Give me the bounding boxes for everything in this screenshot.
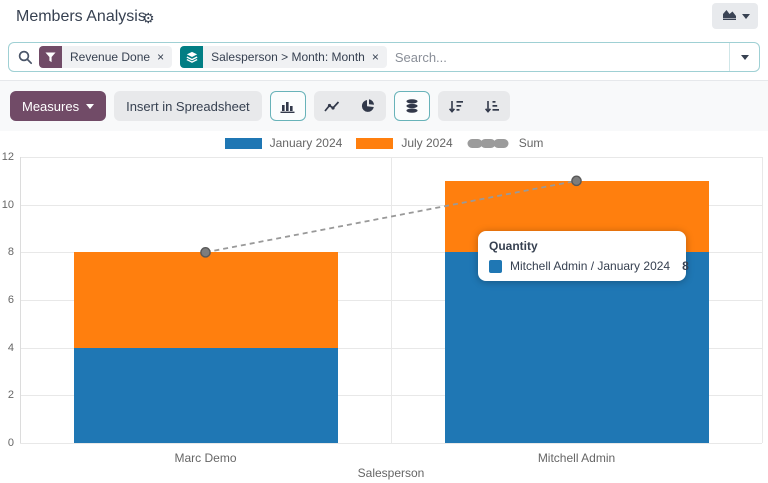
filter-icon (39, 46, 62, 68)
sum-line-layer (200, 175, 582, 258)
chart-legend: January 2024 July 2024 Sum (0, 136, 768, 150)
legend-item[interactable]: July 2024 (356, 136, 453, 150)
facet-filter: Revenue Done × (39, 46, 173, 68)
x-tick-label: Marc Demo (174, 451, 237, 465)
y-tick-label: 0 (7, 437, 14, 449)
page-title: Members Analysis (16, 8, 146, 25)
header: Members Analysis ⚙ (0, 0, 768, 36)
insert-in-spreadsheet-button[interactable]: Insert in Spreadsheet (114, 91, 262, 121)
sort-ascending-button[interactable] (474, 91, 510, 121)
control-panel: Measures Insert in Spreadsheet (0, 80, 768, 131)
search-input[interactable] (394, 49, 729, 65)
stack-icon (404, 98, 420, 114)
facet-filter-remove-icon[interactable]: × (157, 50, 165, 64)
area-chart-icon (721, 6, 738, 26)
sort-button-group (437, 91, 510, 121)
legend-dashed-swatch (467, 138, 511, 148)
tooltip-title: Quantity (489, 239, 538, 253)
legend-label: Sum (518, 136, 544, 150)
facet-groupby: Salesperson > Month: Month × (180, 46, 387, 68)
sort-ascending-icon (484, 99, 500, 114)
bar-chart-icon (279, 99, 297, 114)
tooltip-row: Mitchell Admin / January 2024 8 (489, 259, 689, 273)
line-chart-icon (323, 99, 341, 114)
pie-chart-button[interactable] (350, 91, 386, 121)
legend-item[interactable]: January 2024 (224, 136, 343, 150)
gridline (391, 157, 392, 443)
facet-filter-label: Revenue Done (70, 50, 151, 64)
search-dropdown-toggle[interactable] (729, 43, 759, 71)
sort-descending-icon (448, 99, 464, 114)
stacked-button[interactable] (393, 91, 430, 121)
gear-icon[interactable]: ⚙ (142, 10, 155, 26)
gridline (762, 157, 763, 443)
bar-mitchell-admin-january-2024[interactable] (444, 252, 709, 443)
y-tick-label: 8 (7, 246, 14, 259)
view-switcher-button[interactable] (712, 3, 758, 29)
chevron-down-icon (86, 103, 95, 109)
layers-icon (180, 46, 204, 68)
chart-tooltip: Quantity Mitchell Admin / January 2024 8 (478, 231, 689, 281)
legend-item[interactable]: Sum (467, 136, 544, 150)
sum-point[interactable] (200, 247, 211, 258)
y-tick-label: 10 (1, 198, 14, 211)
y-tick-label: 6 (7, 294, 14, 306)
plot-area (20, 157, 763, 444)
sort-descending-button[interactable] (438, 91, 474, 121)
tooltip-label: Mitchell Admin / January 2024 (510, 259, 671, 273)
tooltip-value: 8 (682, 259, 689, 273)
measures-button[interactable]: Measures (10, 91, 107, 121)
gridline (20, 443, 762, 444)
legend-swatch (224, 137, 262, 149)
search-bar: Revenue Done × Salesperson > Month: Mont… (8, 42, 760, 72)
y-tick-label: 2 (7, 389, 14, 402)
legend-label: July 2024 (401, 136, 453, 150)
chevron-down-icon (740, 54, 749, 60)
y-tick-label: 4 (7, 341, 14, 354)
search-icon (9, 50, 39, 65)
facet-groupby-remove-icon[interactable]: × (371, 50, 379, 64)
tooltip-series-swatch (489, 259, 502, 273)
bar-marc-demo-july-2024[interactable] (73, 252, 338, 348)
graph-view: January 2024 July 2024 Sum 0 2 4 6 8 10 12 Marc … (0, 131, 768, 483)
facet-groupby-label: Salesperson > Month: Month (211, 50, 365, 64)
y-axis-line (20, 157, 21, 443)
x-tick-label: Mitchell Admin (537, 451, 616, 465)
legend-label: January 2024 (269, 136, 343, 150)
pie-chart-icon (360, 98, 376, 114)
bar-marc-demo-january-2024[interactable] (73, 347, 338, 443)
legend-swatch (356, 137, 394, 149)
y-tick-label: 12 (1, 151, 14, 163)
x-axis-title: Salesperson (357, 466, 425, 480)
sum-point[interactable] (571, 175, 582, 187)
bar-chart-button[interactable] (269, 91, 306, 121)
chevron-down-icon (741, 13, 750, 19)
line-chart-button[interactable] (314, 91, 350, 121)
line-pie-button-group (313, 91, 386, 121)
